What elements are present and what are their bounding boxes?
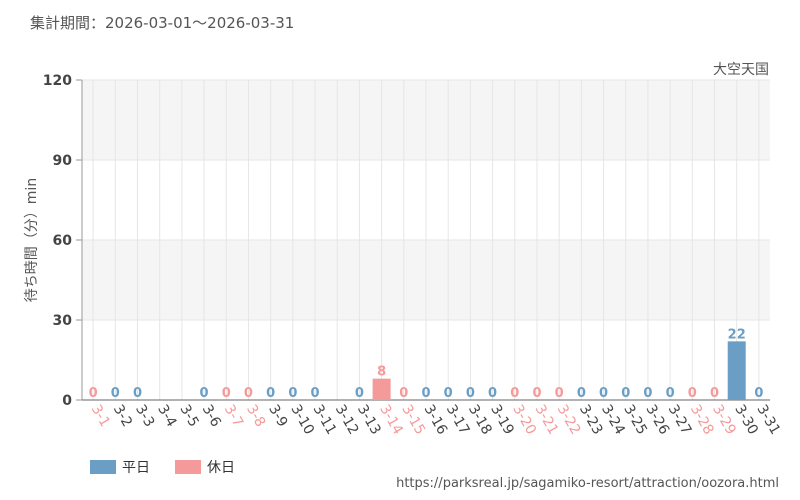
y-tick-label: 90: [53, 153, 73, 169]
legend-swatch: [90, 460, 116, 474]
value-label: 0: [444, 386, 453, 401]
value-label: 8: [377, 365, 386, 380]
value-label: 0: [754, 386, 763, 401]
period: 集計期間：2026-03-01～2026-03-31: [30, 14, 294, 32]
x-tick-label: 3-6: [199, 402, 224, 430]
value-label: 0: [200, 386, 209, 401]
value-label: 0: [111, 386, 120, 401]
value-label: 0: [421, 386, 430, 401]
x-tick-label: 3-3: [132, 402, 157, 430]
value-label: 0: [311, 386, 320, 401]
value-label: 0: [710, 386, 719, 401]
x-tick-label: 3-2: [110, 402, 135, 430]
value-label: 0: [643, 386, 652, 401]
legend-label: 平日: [122, 460, 150, 476]
y-tick-label: 0: [62, 393, 72, 409]
value-label: 0: [577, 386, 586, 401]
y-axis-title: 待ち時間（分）min: [24, 178, 40, 302]
value-label: 0: [510, 386, 519, 401]
value-label: 0: [399, 386, 408, 401]
value-label: 0: [488, 386, 497, 401]
y-tick-label: 60: [53, 233, 73, 249]
x-tick-label: 3-8: [243, 402, 268, 430]
x-tick-label: 3-7: [221, 402, 246, 430]
value-label: 0: [621, 386, 630, 401]
value-label: 0: [532, 386, 541, 401]
x-tick-label: 3-1: [88, 402, 113, 430]
y-tick-label: 120: [43, 73, 72, 89]
x-tick-label: 3-31: [753, 402, 783, 438]
bar: [372, 378, 391, 400]
value-label: 0: [244, 386, 253, 401]
value-label: 0: [555, 386, 564, 401]
value-label: 0: [688, 386, 697, 401]
value-label: 0: [89, 386, 98, 401]
value-label: 0: [288, 386, 297, 401]
source-url: https://parksreal.jp/sagamiko-resort/att…: [396, 476, 779, 491]
y-tick-label: 30: [53, 313, 73, 329]
subtitle: 大空天国: [713, 62, 769, 78]
value-label: 0: [133, 386, 142, 401]
x-tick-label: 3-5: [176, 402, 201, 430]
legend-swatch: [175, 460, 201, 474]
value-label: 0: [266, 386, 275, 401]
value-label: 0: [222, 386, 231, 401]
value-label: 0: [355, 386, 364, 401]
value-label: 0: [666, 386, 675, 401]
bar: [727, 341, 746, 400]
value-label: 22: [728, 327, 746, 342]
value-label: 0: [466, 386, 475, 401]
legend-label: 休日: [207, 460, 235, 476]
x-tick-label: 3-4: [154, 402, 179, 430]
x-tick-label: 3-9: [265, 402, 290, 430]
value-label: 0: [599, 386, 608, 401]
